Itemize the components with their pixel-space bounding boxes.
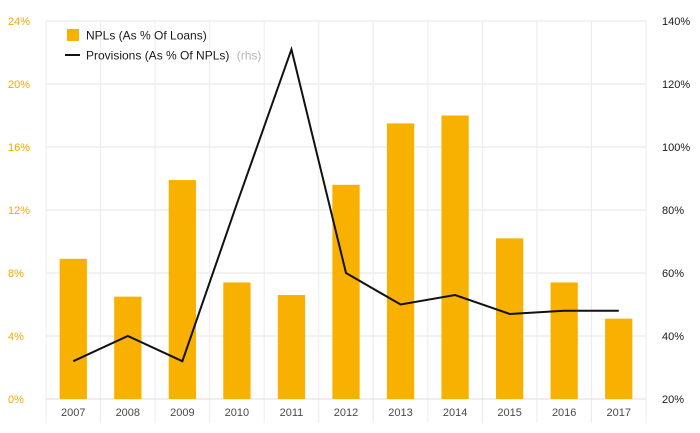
bar-2010 [223, 282, 251, 399]
legend-label-npls: NPLs (As % Of Loans) [86, 29, 207, 43]
bar-2012 [332, 184, 360, 399]
left-axis-tick-label: 12% [8, 205, 30, 217]
x-axis-tick-label: 2013 [388, 407, 412, 419]
legend-label-provisions-main: Provisions (As % Of NPLs) [86, 49, 229, 63]
legend-swatch-npls [67, 29, 79, 41]
legend-label-provisions: Provisions (As % Of NPLs) (rhs) [86, 49, 261, 63]
bar-2008 [114, 296, 142, 399]
x-axis-tick-label: 2015 [497, 407, 521, 419]
x-axis-tick-label: 2010 [225, 407, 249, 419]
left-axis-tick-label: 0% [8, 394, 24, 406]
left-axis-tick-label: 16% [8, 142, 30, 154]
x-axis-tick-label: 2008 [116, 407, 140, 419]
bar-2011 [277, 295, 306, 399]
left-axis-tick-label: 8% [8, 268, 24, 280]
bar-2014 [441, 115, 469, 399]
right-axis-tick-label: 80% [662, 205, 684, 217]
x-axis-tick-label: 2012 [334, 407, 358, 419]
right-axis-tick-label: 120% [662, 79, 690, 91]
right-axis-tick-label: 20% [662, 394, 684, 406]
x-axis-tick-label: 2014 [443, 407, 467, 419]
gridlines [45, 20, 647, 423]
left-axis-tick-label: 4% [8, 331, 24, 343]
right-axis-tick-label: 140% [662, 16, 690, 28]
left-axis-tick-label: 20% [8, 79, 30, 91]
x-axis-tick-label: 2011 [280, 407, 304, 419]
axes: 0% 4% 8% 12% 16% 20% 24% 20% 40% 60% 80% 100% 120% 14… [8, 16, 690, 419]
legend-label-provisions-note: (rhs) [237, 49, 262, 63]
bar-2016 [550, 282, 578, 399]
x-axis-tick-label: 2016 [552, 407, 576, 419]
right-axis-tick-label: 40% [662, 331, 684, 343]
x-axis-tick-label: 2017 [606, 407, 630, 419]
right-axis-tick-label: 100% [662, 142, 690, 154]
line-series-provisions [72, 45, 619, 363]
right-axis-tick-label: 60% [662, 268, 684, 280]
legend: NPLs (As % Of Loans) Provisions (As % Of… [65, 29, 261, 63]
x-axis-tick-label: 2007 [61, 407, 85, 419]
x-axis-tick-label: 2009 [170, 407, 194, 419]
bar-2017 [605, 318, 633, 399]
bar-2015 [496, 238, 524, 399]
bar-series-npls [59, 115, 633, 399]
provisions-line [72, 45, 619, 363]
left-axis-tick-label: 24% [8, 16, 30, 28]
bar-2007 [59, 258, 87, 399]
bar-2013 [386, 123, 415, 399]
bar-2009 [168, 180, 196, 399]
